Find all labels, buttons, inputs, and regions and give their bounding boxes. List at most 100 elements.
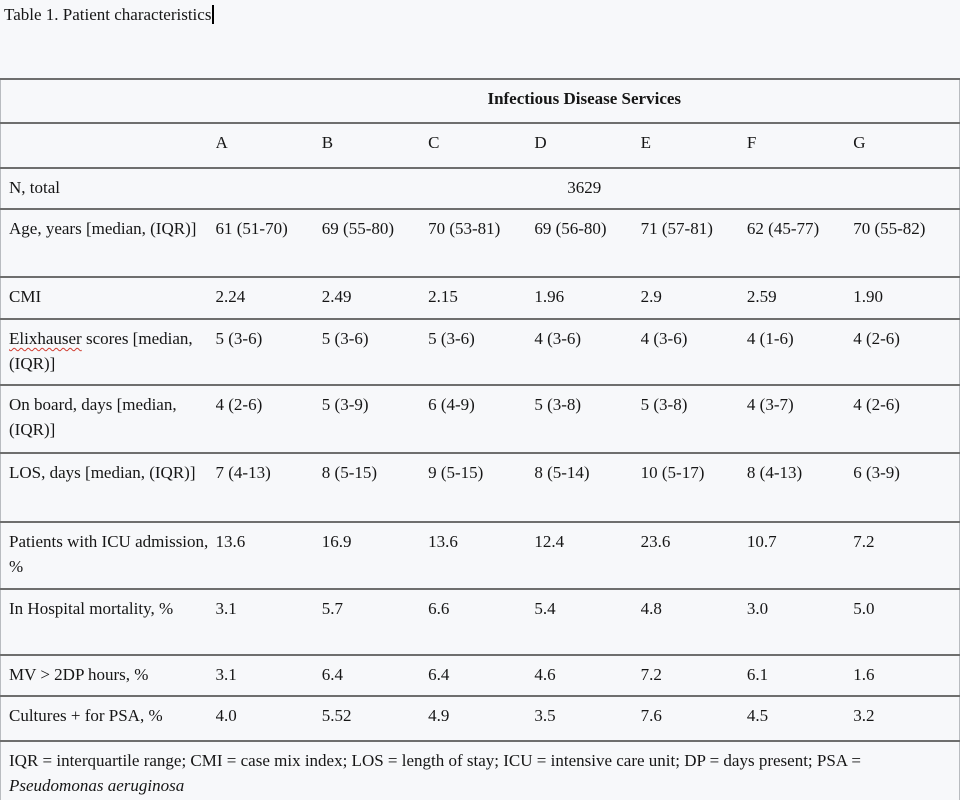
group-header-cell[interactable]: Infectious Disease Services	[215, 78, 960, 123]
row-label[interactable]: Cultures + for PSA, %	[0, 695, 216, 741]
data-cell[interactable]: 2.24	[215, 276, 322, 319]
data-cell[interactable]: 71 (57-81)	[640, 208, 747, 277]
data-cell[interactable]: 3.1	[215, 588, 322, 655]
data-cell[interactable]: 5.52	[321, 695, 429, 741]
table-row-mortality: In Hospital mortality, % 3.1 5.7 6.6 5.4…	[0, 588, 960, 655]
row-label[interactable]: In Hospital mortality, %	[0, 588, 216, 655]
data-cell[interactable]: 5 (3-9)	[321, 384, 429, 453]
data-cell[interactable]: 4 (1-6)	[746, 318, 854, 385]
table-row-cultures-psa: Cultures + for PSA, % 4.0 5.52 4.9 3.5 7…	[0, 695, 960, 741]
data-cell[interactable]: 6.4	[428, 654, 535, 696]
data-cell[interactable]: 4.9	[428, 695, 535, 741]
corner-empty-cell[interactable]	[0, 78, 216, 123]
service-column-header[interactable]: G	[853, 122, 960, 168]
data-cell[interactable]: 4 (3-7)	[746, 384, 854, 453]
service-column-header[interactable]: F	[746, 122, 854, 168]
data-cell[interactable]: 4 (2-6)	[215, 384, 322, 453]
service-column-header[interactable]: A	[215, 122, 322, 168]
data-cell[interactable]: 10.7	[746, 521, 854, 589]
row-label[interactable]: N, total	[0, 167, 216, 209]
row-label[interactable]: Patients with ICU admission, %	[0, 521, 216, 589]
service-column-header[interactable]: B	[321, 122, 429, 168]
table-row-n-total: N, total 3629	[0, 167, 960, 209]
data-cell[interactable]: 4 (3-6)	[534, 318, 641, 385]
data-cell[interactable]: 7.6	[640, 695, 747, 741]
data-cell[interactable]: 5.4	[534, 588, 641, 655]
data-cell[interactable]: 70 (53-81)	[428, 208, 535, 277]
data-cell[interactable]: 8 (5-14)	[534, 452, 641, 522]
data-cell[interactable]: 62 (45-77)	[746, 208, 854, 277]
data-cell[interactable]: 2.59	[746, 276, 854, 319]
data-cell[interactable]: 4.8	[640, 588, 747, 655]
row-label[interactable]: On board, days [median, (IQR)]	[0, 384, 216, 453]
data-cell[interactable]: 3.1	[215, 654, 322, 696]
data-cell[interactable]: 3.5	[534, 695, 641, 741]
service-column-header[interactable]: D	[534, 122, 641, 168]
data-cell[interactable]: 6.1	[746, 654, 854, 696]
data-cell[interactable]: 5 (3-6)	[321, 318, 429, 385]
patient-characteristics-table: Infectious Disease Services A B C D E F …	[0, 78, 960, 800]
data-cell[interactable]: 9 (5-15)	[428, 452, 535, 522]
row-label[interactable]: MV > 2DP hours, %	[0, 654, 216, 696]
footnote-species-italic[interactable]: Pseudomonas aeruginosa	[9, 776, 185, 795]
data-cell[interactable]: 69 (56-80)	[534, 208, 641, 277]
service-column-header[interactable]: E	[640, 122, 747, 168]
data-cell[interactable]: 10 (5-17)	[640, 452, 747, 522]
data-cell[interactable]: 5 (3-6)	[428, 318, 535, 385]
misspelled-word[interactable]: Elixhauser	[9, 329, 82, 348]
data-cell[interactable]: 7.2	[640, 654, 747, 696]
data-cell[interactable]: 12.4	[534, 521, 641, 589]
data-cell[interactable]: 5 (3-8)	[534, 384, 641, 453]
data-cell[interactable]: 1.6	[853, 654, 960, 696]
data-cell[interactable]: 5 (3-8)	[640, 384, 747, 453]
footnote-text[interactable]: IQR = interquartile range; CMI = case mi…	[9, 751, 861, 770]
data-cell[interactable]: 3.0	[746, 588, 854, 655]
data-cell[interactable]: 2.49	[321, 276, 429, 319]
data-cell[interactable]: 6.6	[428, 588, 535, 655]
row-label[interactable]: CMI	[0, 276, 216, 319]
row-label-rest[interactable]: scores [median, (IQR)]	[9, 329, 193, 373]
group-header-row: Infectious Disease Services	[0, 78, 960, 123]
data-cell[interactable]: 1.96	[534, 276, 641, 319]
data-cell[interactable]: 13.6	[428, 521, 535, 589]
data-cell[interactable]: 4.5	[746, 695, 854, 741]
data-cell[interactable]: 4.0	[215, 695, 322, 741]
data-cell[interactable]: 13.6	[215, 521, 322, 589]
data-cell[interactable]: 69 (55-80)	[321, 208, 429, 277]
data-cell[interactable]: 5.7	[321, 588, 429, 655]
data-cell[interactable]: 23.6	[640, 521, 747, 589]
data-cell[interactable]: 8 (4-13)	[746, 452, 854, 522]
data-cell[interactable]: 2.15	[428, 276, 535, 319]
data-cell[interactable]: 16.9	[321, 521, 429, 589]
data-cell[interactable]: 61 (51-70)	[215, 208, 322, 277]
data-cell[interactable]: 4 (3-6)	[640, 318, 747, 385]
data-cell[interactable]: 1.90	[853, 276, 960, 319]
table-footnote-row: IQR = interquartile range; CMI = case mi…	[0, 740, 960, 800]
data-cell[interactable]: 4 (2-6)	[853, 384, 960, 453]
row-label[interactable]: LOS, days [median, (IQR)]	[0, 452, 216, 522]
data-cell[interactable]: 6.4	[321, 654, 429, 696]
data-cell[interactable]: 3.2	[853, 695, 960, 741]
data-cell[interactable]: 4.6	[534, 654, 641, 696]
data-cell[interactable]: 6 (4-9)	[428, 384, 535, 453]
data-cell[interactable]: 5.0	[853, 588, 960, 655]
table-caption-text[interactable]: Table 1. Patient characteristics	[4, 5, 212, 24]
data-cell[interactable]: 70 (55-82)	[853, 208, 960, 277]
table-caption-line[interactable]: Table 1. Patient characteristics	[0, 3, 960, 27]
data-cell[interactable]: 7 (4-13)	[215, 452, 322, 522]
row-label[interactable]: Age, years [median, (IQR)]	[0, 208, 216, 277]
table-row-icu-admission: Patients with ICU admission, % 13.6 16.9…	[0, 521, 960, 589]
service-column-header[interactable]: C	[428, 122, 535, 168]
data-cell[interactable]: 7.2	[853, 521, 960, 589]
row-label[interactable]	[0, 122, 216, 168]
data-cell[interactable]: 2.9	[640, 276, 747, 319]
row-label[interactable]: Elixhauser scores [median, (IQR)]	[0, 318, 216, 385]
footnote-cell[interactable]: IQR = interquartile range; CMI = case mi…	[0, 740, 960, 800]
data-cell[interactable]: 8 (5-15)	[321, 452, 429, 522]
data-cell[interactable]: 4 (2-6)	[853, 318, 960, 385]
data-cell[interactable]: 5 (3-6)	[215, 318, 322, 385]
n-total-value-cell[interactable]: 3629	[215, 167, 960, 209]
table-row-age: Age, years [median, (IQR)] 61 (51-70) 69…	[0, 208, 960, 277]
table-row-cmi: CMI 2.24 2.49 2.15 1.96 2.9 2.59 1.90	[0, 276, 960, 319]
data-cell[interactable]: 6 (3-9)	[853, 452, 960, 522]
